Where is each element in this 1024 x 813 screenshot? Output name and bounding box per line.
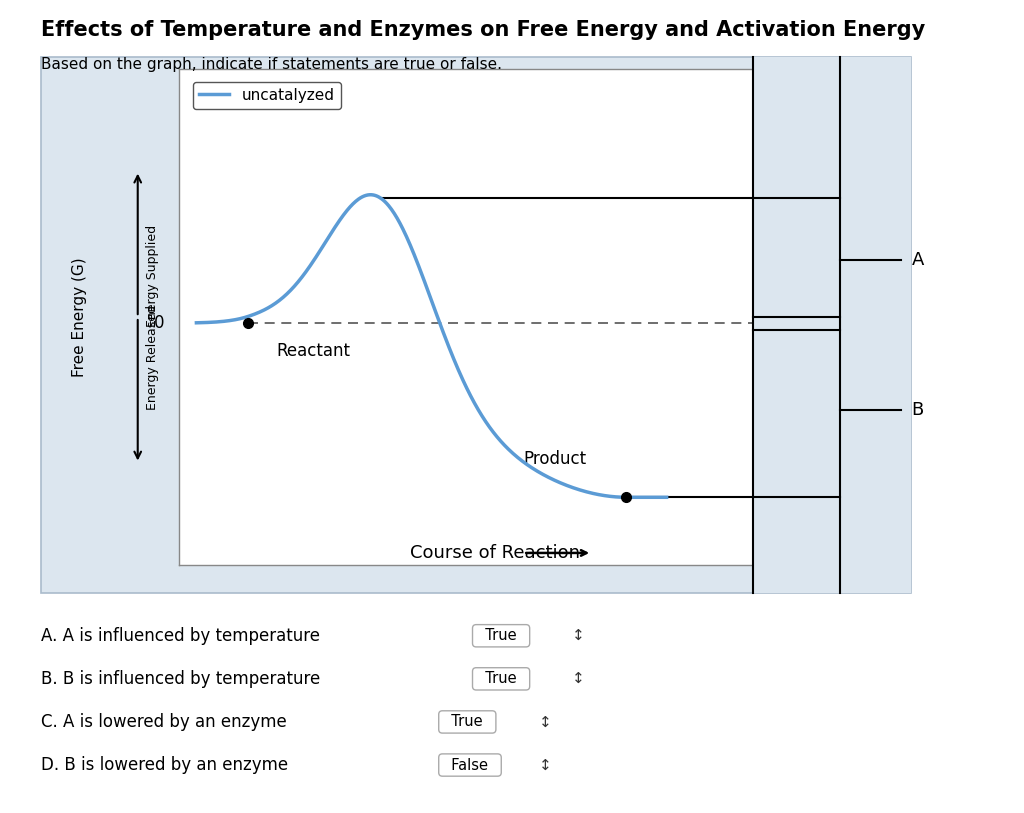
Text: Effects of Temperature and Enzymes on Free Energy and Activation Energy: Effects of Temperature and Enzymes on Fr… [41, 20, 926, 41]
Text: 0: 0 [155, 314, 165, 333]
Text: A. A is influenced by temperature: A. A is influenced by temperature [41, 627, 319, 645]
Text: B. B is influenced by temperature: B. B is influenced by temperature [41, 670, 321, 688]
Text: C. A is lowered by an enzyme: C. A is lowered by an enzyme [41, 713, 287, 731]
Text: Course of Reaction: Course of Reaction [410, 544, 580, 562]
Legend: uncatalyzed: uncatalyzed [193, 81, 341, 109]
Text: Reactant: Reactant [276, 342, 350, 360]
Text: Product: Product [523, 450, 587, 468]
Text: ↕: ↕ [539, 758, 551, 772]
Text: True: True [476, 672, 526, 686]
Text: True: True [476, 628, 526, 643]
Text: True: True [442, 715, 493, 729]
Text: D. B is lowered by an enzyme: D. B is lowered by an enzyme [41, 756, 288, 774]
Text: A: A [911, 251, 924, 269]
Text: Free Energy (G): Free Energy (G) [72, 257, 87, 377]
Text: ↕: ↕ [572, 672, 585, 686]
Text: ↕: ↕ [539, 715, 551, 729]
Text: False: False [442, 758, 498, 772]
Text: Energy Released: Energy Released [145, 305, 159, 411]
Text: B: B [911, 401, 924, 420]
Text: Energy Supplied: Energy Supplied [145, 225, 159, 328]
Text: Based on the graph, indicate if statements are true or false.: Based on the graph, indicate if statemen… [41, 57, 502, 72]
Text: ↕: ↕ [572, 628, 585, 643]
